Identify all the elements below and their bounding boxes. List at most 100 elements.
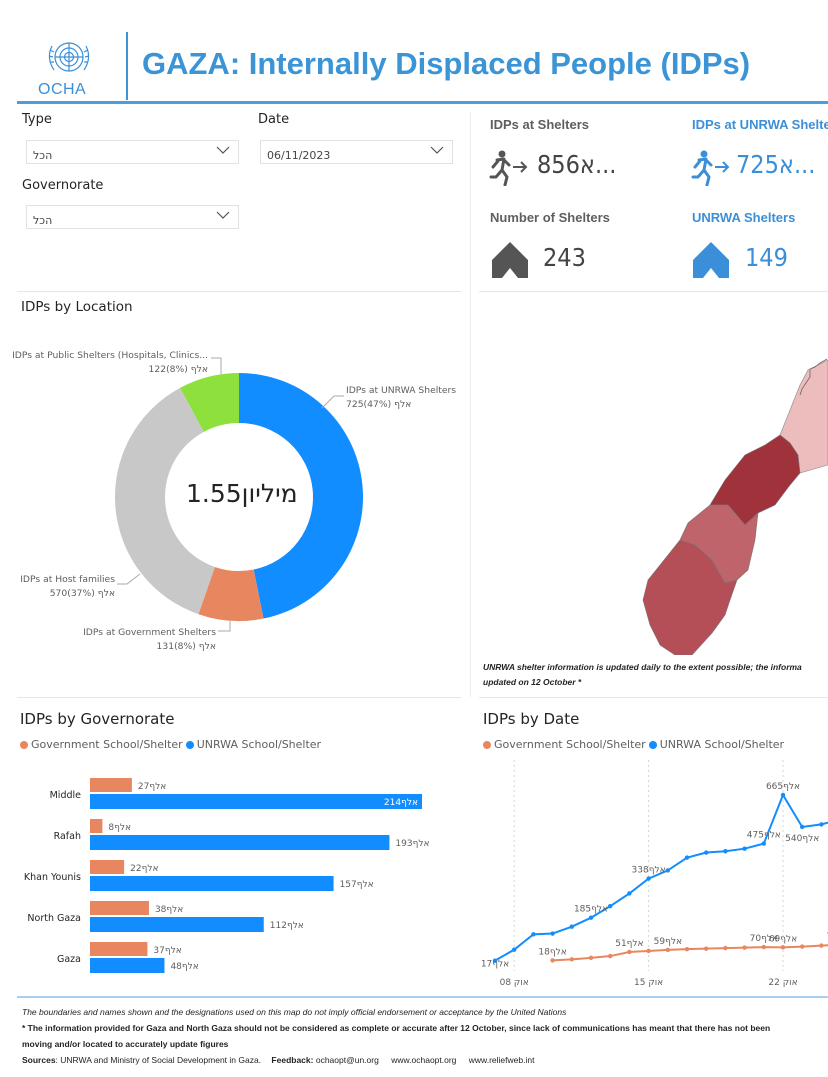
kpi-unrwa-shelters-value: 149: [745, 243, 788, 272]
type-filter-dropdown[interactable]: הכל: [26, 140, 239, 164]
running-person-icon: [489, 150, 528, 186]
sources-text: : UNRWA and Ministry of Social Developme…: [55, 1055, 262, 1065]
gov-bar: [90, 942, 148, 956]
legend-gov-label: Government School/Shelter: [31, 738, 183, 751]
gov-bar-label: 8אלף: [108, 823, 131, 833]
series-data-label: 17אלף: [481, 960, 509, 970]
page-title: GAZA: Internally Displaced People (IDPs): [142, 46, 751, 81]
series-point: [780, 945, 786, 950]
date-filter-dropdown[interactable]: 06/11/2023: [260, 140, 453, 164]
unrwa-bar: [90, 794, 422, 809]
governorate-bar-chart: Middle 27אלף 214אלף Rafah 8אלף 193אלף Khan You…: [24, 778, 429, 973]
series-point: [627, 949, 632, 955]
series-data-label: 18אלף: [538, 947, 566, 957]
series-point: [608, 904, 613, 909]
map-note-line2: updated on 12 October *: [483, 677, 582, 687]
feedback-email-link[interactable]: ochaopt@un.org: [315, 1055, 379, 1065]
series-point: [704, 946, 709, 951]
divider: [17, 697, 461, 698]
kpi-idps-shelters-value: 856א...: [537, 150, 617, 179]
series-point: [531, 932, 536, 937]
series-point: [588, 915, 594, 920]
series-point: [723, 849, 728, 854]
series-point: [665, 947, 670, 953]
donut-leader-line: [211, 357, 222, 374]
donut-slice: [180, 373, 239, 432]
legend-swatch-gov: [483, 740, 491, 749]
series-point: [646, 876, 651, 881]
reliefweb-link[interactable]: www.reliefweb.int: [468, 1055, 535, 1065]
series-point: [588, 955, 594, 961]
running-person-icon: [691, 150, 730, 186]
series-data-label: 59אלף: [654, 937, 682, 947]
date-filter-label: Date: [258, 112, 290, 127]
gaza-strip-map[interactable]: [640, 355, 828, 655]
donut-slice-value: 122אלף (8%): [149, 364, 208, 375]
series-line: [552, 944, 828, 962]
series-point: [550, 958, 555, 963]
donut-slice: [198, 566, 264, 621]
date-legend: Government School/Shelter UNRWA School/S…: [483, 738, 784, 751]
governorate-filter-dropdown[interactable]: הכל: [26, 205, 239, 229]
series-point: [550, 931, 555, 936]
map-note-line1: UNRWA shelter information is updated dai…: [483, 662, 802, 672]
governorate-category-label: North Gaza: [27, 913, 81, 924]
series-point: [742, 945, 747, 950]
ochaopt-link[interactable]: www.ochaopt.org: [391, 1055, 457, 1065]
shelter-tent-icon: [492, 242, 528, 278]
donut-slice: [239, 373, 363, 619]
x-tick-label: 15 אוק: [634, 978, 663, 988]
x-tick-label: 08 אוק: [500, 978, 529, 988]
feedback-label: Feedback:: [271, 1055, 314, 1065]
donut-slice: [114, 387, 215, 615]
series-data-label: 665אלף: [766, 782, 800, 792]
gov-bar-label: 22אלף: [130, 864, 158, 874]
unrwa-bar: [90, 917, 264, 932]
governorate-chart-title: IDPs by Governorate: [20, 710, 175, 728]
location-donut-chart: IDPs at UNRWA Shelters 725אלף (47%) IDPs a…: [12, 350, 456, 652]
legend-gov-label: Government School/Shelter: [494, 738, 646, 751]
series-point: [569, 924, 574, 929]
series-point: [492, 958, 498, 963]
donut-slice-value: 725אלף (47%): [346, 399, 411, 410]
series-point: [512, 947, 517, 952]
unrwa-bar-label: 157אלף: [340, 880, 374, 890]
kpi-idps-unrwa-value: 725א...: [736, 150, 816, 179]
type-filter-value: הכל: [33, 149, 53, 162]
series-point: [569, 957, 574, 962]
series-data-label: 51אלף: [615, 939, 643, 949]
series-data-label: 70אלף: [750, 934, 778, 944]
donut-slice-value: 570אלף (37%): [50, 588, 115, 599]
gov-bar: [90, 778, 132, 792]
legend-unrwa-label: UNRWA School/Shelter: [659, 738, 785, 751]
kpi-idps-unrwa-title: IDPs at UNRWA Shelte: [692, 117, 828, 132]
series-point: [819, 822, 824, 827]
unrwa-bar-label: 193אלף: [395, 839, 429, 849]
series-point: [608, 953, 613, 959]
footer-sources: Sources: UNRWA and Ministry of Social De…: [22, 1055, 534, 1065]
chevron-down-icon: [216, 146, 230, 154]
series-data-label: 185אלף: [574, 905, 608, 915]
series-point: [646, 948, 651, 954]
unrwa-bar: [90, 958, 165, 973]
series-point: [819, 943, 824, 948]
donut-slice-label: IDPs at Public Shelters (Hospitals, Clin…: [12, 350, 208, 361]
un-emblem-icon: [48, 42, 90, 72]
series-point: [723, 945, 728, 951]
divider: [479, 291, 828, 292]
kpi-unrwa-shelters-title: UNRWA Shelters: [692, 210, 796, 225]
legend-swatch-unrwa: [648, 740, 657, 749]
footer-disclaimer: The boundaries and names shown and the d…: [22, 1007, 567, 1017]
series-point: [800, 824, 805, 830]
governorate-category-label: Khan Younis: [24, 872, 81, 883]
governorate-filter-label: Governorate: [22, 178, 104, 193]
donut-slice-label: IDPs at UNRWA Shelters: [346, 385, 456, 396]
governorate-category-label: Gaza: [57, 954, 81, 965]
chevron-down-icon: [216, 211, 230, 219]
unrwa-bar-label: 214אלף: [384, 798, 418, 808]
unrwa-bar-label: 112אלף: [270, 921, 304, 931]
donut-leader-line: [218, 620, 231, 632]
gov-bar-label: 37אלף: [153, 946, 181, 956]
governorate-legend: Government School/Shelter UNRWA School/S…: [20, 738, 321, 751]
footer-note-line2: moving and/or located to accurately upda…: [22, 1039, 229, 1049]
